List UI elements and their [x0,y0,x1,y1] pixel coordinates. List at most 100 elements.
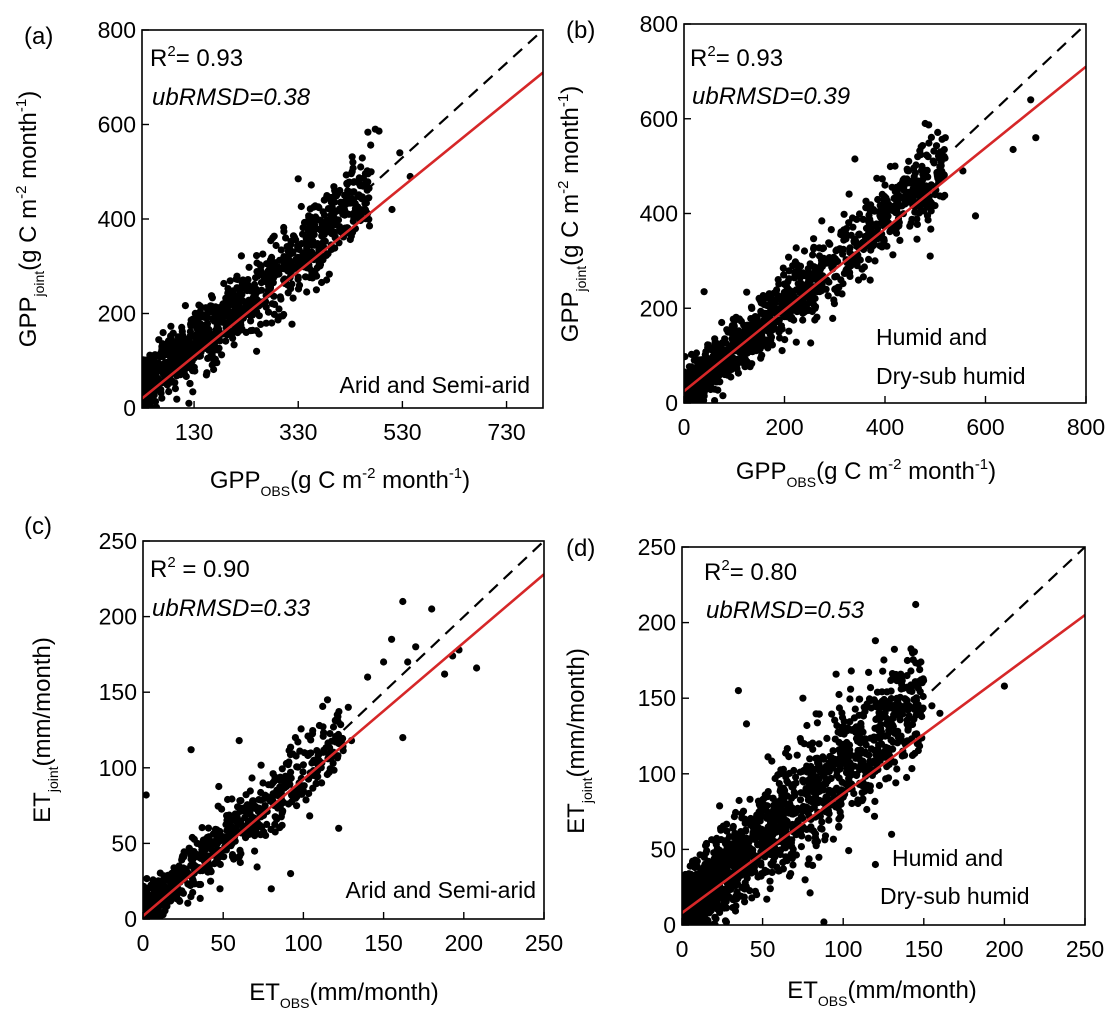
data-point [683,888,691,896]
data-point [692,918,701,925]
data-point [342,200,350,208]
data-point [789,845,797,853]
data-point [925,184,933,192]
data-point [241,306,249,314]
data-point [926,252,934,260]
data-point [867,201,875,209]
data-point [735,327,743,335]
data-point [342,190,350,199]
data-point [888,830,896,838]
data-point [208,347,216,355]
data-point [875,741,883,749]
data-point [905,157,913,165]
data-point [249,797,258,805]
data-point [815,853,823,861]
data-point [843,727,851,735]
data-point [711,921,719,925]
data-point [713,367,722,375]
data-point [878,688,886,696]
data-point [918,712,926,721]
data-point [728,335,736,343]
data-point [881,181,889,189]
data-point [275,256,284,264]
data-point [312,779,320,788]
ubrmsd-annotation: ubRMSD=0.38 [152,84,311,111]
data-point [700,288,708,296]
data-point [249,326,257,334]
data-point [882,699,890,707]
data-point [714,354,722,362]
data-point [859,795,867,803]
data-point [831,716,839,724]
data-point [827,774,835,783]
data-point [198,842,206,850]
data-point [710,855,718,863]
data-point [158,367,166,375]
data-point [257,320,265,328]
data-point [682,875,686,883]
data-point [829,835,838,843]
data-point [806,291,814,299]
data-point [684,398,688,403]
data-point [903,656,912,665]
data-point [904,724,912,733]
fit-line [142,71,543,400]
data-point [870,812,879,820]
data-point [857,746,865,754]
data-point [144,900,152,908]
data-point [231,302,239,310]
data-point [737,837,745,846]
data-point [835,823,843,831]
data-point [903,716,911,724]
data-point [237,321,245,329]
data-point [798,282,807,290]
data-point [747,315,755,323]
data-point [779,264,787,272]
data-point [856,695,864,703]
data-point [222,310,230,318]
data-point [156,353,164,361]
data-point [297,725,305,733]
data-point [780,288,788,296]
data-point [309,727,317,735]
data-point [727,885,735,894]
data-point [388,635,396,643]
data-point [319,702,327,711]
data-point [302,796,310,804]
data-point [936,709,944,717]
data-point [203,322,211,330]
data-point [216,860,224,869]
data-point [307,736,315,744]
data-point [168,880,176,888]
data-point [813,719,822,727]
fit-line [143,573,544,917]
data-point [174,347,182,355]
data-point [714,386,722,394]
data-point [719,822,727,830]
data-point [885,745,893,753]
y-tick-label: 200 [640,295,678,321]
data-point [768,303,776,311]
data-point [257,761,265,769]
data-point [287,768,295,776]
data-point [235,310,243,318]
data-point [929,157,937,165]
data-point [730,813,739,821]
data-point [181,302,189,310]
data-point [247,284,255,292]
data-point [190,835,198,843]
data-point [266,281,274,289]
data-point [895,222,903,230]
data-point [836,245,844,253]
data-point [829,747,837,755]
data-point [334,730,342,739]
data-point [834,728,842,736]
data-point [690,910,698,918]
data-point [272,241,280,250]
x-tick-label: 200 [445,930,483,956]
data-point [325,768,333,777]
data-point [971,212,980,220]
data-point [819,244,828,252]
data-point [767,333,776,341]
